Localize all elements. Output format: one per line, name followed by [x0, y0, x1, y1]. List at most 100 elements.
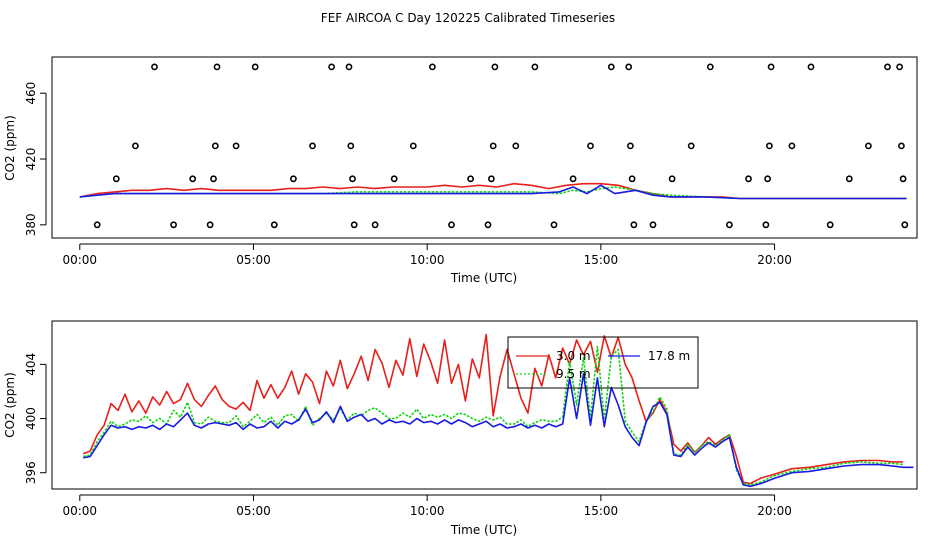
- top-scatter-point: [569, 175, 577, 183]
- top-scatter-point: [350, 221, 358, 229]
- top-x-axis: 00:00 05:00 10:00 15:00 20:00: [62, 243, 792, 267]
- top-scatter-point: [170, 221, 177, 229]
- top-scatter-point: [206, 221, 214, 229]
- bottom-x-tick-label: 15:00: [584, 504, 619, 518]
- top-scatter-point: [345, 63, 353, 71]
- top-scatter-point: [289, 175, 297, 183]
- top-scatter-point: [607, 63, 615, 71]
- legend: 3.0 m 9.5 m 17.8 m: [507, 336, 699, 389]
- bottom-chart: 00:00 05:00 10:00 15:00 20:00 396 400 404 Time…: [3, 320, 918, 537]
- top-scatter-point: [112, 175, 120, 183]
- bottom-series-layer: [83, 333, 914, 488]
- bottom-x-tick-label: 00:00: [62, 504, 97, 518]
- top-scatter-point: [745, 175, 752, 183]
- top-scatter-point: [428, 63, 436, 71]
- top-scatter-point: [487, 175, 495, 183]
- bottom-y-tick-label: 400: [24, 407, 38, 430]
- top-scatter-point: [899, 175, 907, 183]
- top-scatter-point: [826, 221, 834, 229]
- top-series-line-blue: [79, 184, 907, 200]
- top-scatter-point: [390, 175, 398, 183]
- bottom-y-axis-label: CO2 (ppm): [3, 372, 17, 438]
- bottom-x-axis-label: Time (UTC): [450, 523, 517, 537]
- bottom-series-line-green: [83, 345, 904, 486]
- bottom-x-tick-label: 20:00: [757, 504, 792, 518]
- top-x-tick-label: 15:00: [584, 253, 619, 267]
- top-x-tick-label: 10:00: [410, 253, 445, 267]
- bottom-x-axis: 00:00 05:00 10:00 15:00 20:00: [62, 494, 792, 518]
- top-scatter-point: [762, 221, 770, 229]
- top-scatter-point: [896, 63, 903, 71]
- bottom-y-tick-label: 396: [24, 461, 38, 484]
- bottom-y-axis: 396 400 404: [24, 353, 47, 484]
- top-scatter-point: [587, 142, 594, 150]
- top-series-layer: [79, 182, 907, 200]
- top-scatter-point: [189, 175, 197, 183]
- legend-label-3m: 3.0 m: [556, 349, 591, 363]
- top-x-tick-label: 20:00: [757, 253, 792, 267]
- top-scatter-point: [309, 142, 316, 150]
- top-x-tick-label: 05:00: [236, 253, 271, 267]
- figure-title: FEF AIRCOA C Day 120225 Calibrated Times…: [321, 11, 615, 25]
- top-scatter-point: [845, 175, 853, 183]
- top-scatter-point: [484, 221, 492, 229]
- top-x-axis-label: Time (UTC): [450, 271, 517, 285]
- top-y-tick-label: 380: [24, 213, 38, 236]
- bottom-x-tick-label: 05:00: [236, 504, 271, 518]
- top-scatter-point: [726, 221, 733, 229]
- top-scatter-point: [213, 63, 221, 71]
- top-scatter-point: [93, 221, 101, 229]
- top-x-tick-label: 00:00: [62, 253, 97, 267]
- top-scatter-point: [151, 63, 158, 71]
- top-scatter-point: [865, 142, 872, 150]
- top-scatter-point: [668, 175, 676, 183]
- top-scatter-point: [550, 221, 558, 229]
- top-plot-frame: [51, 56, 918, 239]
- top-scatter-point: [270, 221, 278, 229]
- top-scatter-layer: [93, 63, 909, 229]
- top-scatter-point: [371, 221, 379, 229]
- bottom-plot-frame: [51, 320, 918, 490]
- top-scatter-point: [448, 221, 455, 229]
- top-scatter-point: [491, 63, 499, 71]
- top-scatter-point: [807, 63, 815, 71]
- top-scatter-point: [764, 175, 771, 183]
- top-scatter-point: [251, 63, 259, 71]
- top-scatter-point: [627, 142, 634, 150]
- top-scatter-point: [884, 63, 891, 71]
- top-scatter-point: [409, 142, 417, 150]
- top-y-tick-label: 460: [24, 82, 38, 105]
- top-scatter-point: [531, 63, 539, 71]
- top-y-tick-label: 420: [24, 148, 38, 171]
- top-scatter-point: [649, 221, 657, 229]
- top-scatter-point: [467, 175, 474, 183]
- legend-label-17-8m: 17.8 m: [648, 349, 690, 363]
- legend-label-9-5m: 9.5 m: [556, 367, 591, 381]
- top-scatter-point: [131, 142, 139, 150]
- top-scatter-point: [347, 142, 355, 150]
- bottom-y-tick-label: 404: [24, 353, 38, 376]
- bottom-series-line-blue: [83, 372, 914, 488]
- top-scatter-point: [489, 142, 497, 150]
- top-y-axis: 380 420 460: [24, 82, 47, 236]
- top-scatter-point: [788, 142, 796, 150]
- top-scatter-point: [328, 63, 335, 71]
- bottom-x-tick-label: 10:00: [410, 504, 445, 518]
- top-scatter-point: [901, 221, 909, 229]
- top-y-axis-label: CO2 (ppm): [3, 115, 17, 181]
- legend-box: [507, 336, 699, 389]
- top-scatter-point: [898, 142, 905, 150]
- top-scatter-point: [706, 63, 714, 71]
- top-scatter-point: [210, 175, 217, 183]
- top-scatter-point: [211, 142, 219, 150]
- top-scatter-point: [687, 142, 695, 150]
- top-scatter-point: [625, 63, 633, 71]
- top-scatter-point: [766, 142, 773, 150]
- top-scatter-point: [628, 175, 636, 183]
- top-scatter-point: [232, 142, 240, 150]
- top-scatter-point: [349, 175, 356, 183]
- top-scatter-point: [630, 221, 638, 229]
- top-scatter-point: [512, 142, 520, 150]
- top-scatter-point: [767, 63, 775, 71]
